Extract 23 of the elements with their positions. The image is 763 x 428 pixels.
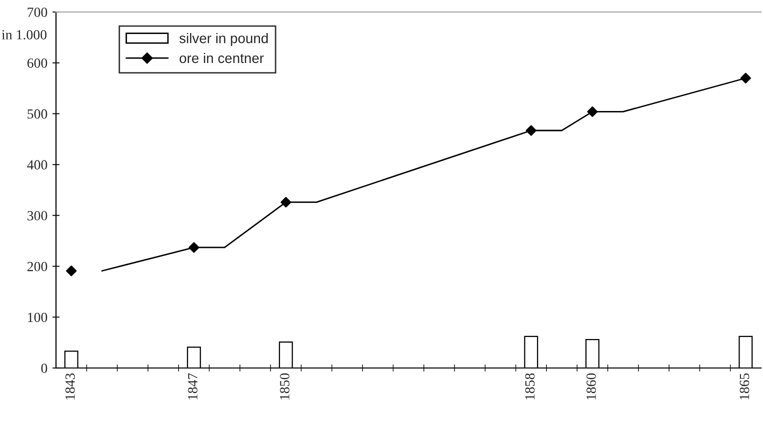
point	[740, 72, 751, 84]
y-tick-label: 500	[28, 109, 48, 119]
y-tick-label: 600	[27, 58, 48, 68]
legend-label: ore in centner	[180, 52, 264, 64]
y-tick-label: 400	[27, 160, 48, 170]
y-axis-title: in 1.000	[2, 30, 47, 40]
y-tick-label: 100	[28, 312, 48, 322]
point	[587, 106, 598, 117]
y-tick-label: 700	[28, 8, 48, 17]
x-tick-label: 1865	[740, 373, 750, 400]
point	[280, 196, 292, 208]
x-tick-label: 1850	[280, 373, 290, 400]
point	[66, 266, 77, 276]
y-tick-label: 0	[41, 364, 48, 373]
x-tick-label: 1860	[586, 373, 596, 400]
y-tick-label: 300	[27, 211, 48, 220]
point	[526, 125, 536, 136]
x-tick-label: 1858	[525, 373, 535, 400]
x-tick-label: 1843	[65, 373, 75, 400]
x-tick-label: 1847	[188, 373, 198, 400]
point	[188, 242, 200, 253]
y-tick-label: 200	[27, 262, 48, 272]
legend-label: silver in pound	[179, 33, 268, 46]
